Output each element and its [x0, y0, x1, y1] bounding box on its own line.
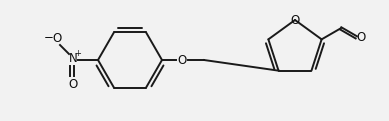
Text: O: O: [290, 14, 300, 26]
Text: O: O: [68, 77, 78, 91]
Text: +: +: [75, 49, 81, 58]
Text: −: −: [44, 31, 54, 45]
Text: N: N: [68, 53, 77, 65]
Text: O: O: [53, 31, 61, 45]
Text: O: O: [177, 53, 187, 67]
Text: O: O: [357, 31, 366, 44]
